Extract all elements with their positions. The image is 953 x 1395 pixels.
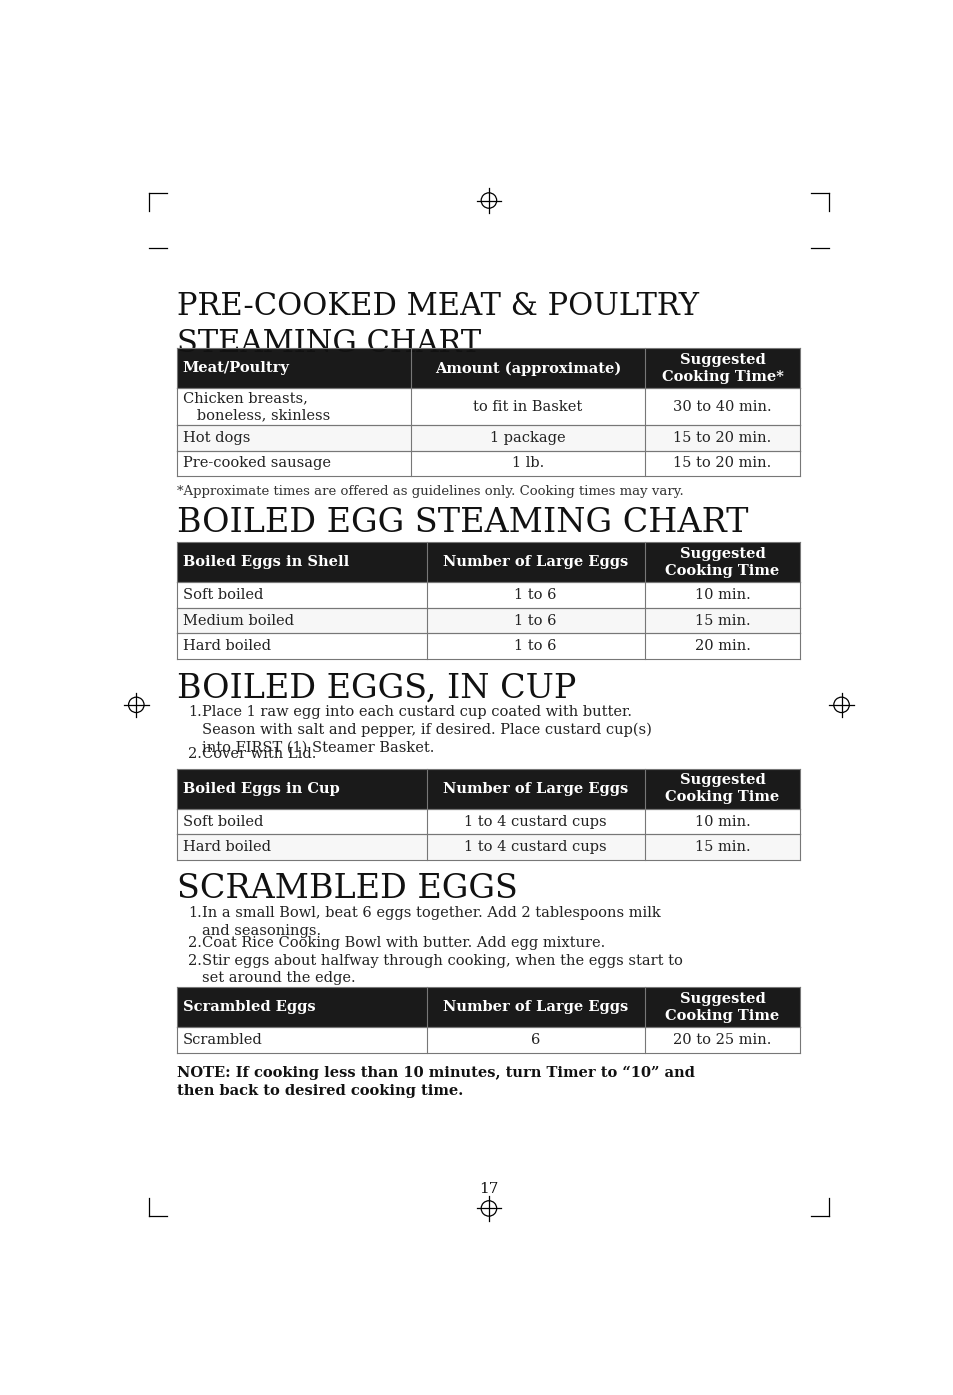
Text: Number of Large Eggs: Number of Large Eggs xyxy=(442,781,628,795)
Text: 20 to 25 min.: 20 to 25 min. xyxy=(673,1034,771,1048)
Text: Suggested
Cooking Time*: Suggested Cooking Time* xyxy=(661,353,782,384)
Bar xyxy=(177,425,800,451)
Text: *Approximate times are offered as guidelines only. Cooking times may vary.: *Approximate times are offered as guidel… xyxy=(177,485,683,498)
Text: Cover with Lid.: Cover with Lid. xyxy=(202,748,316,762)
Text: 10 min.: 10 min. xyxy=(694,589,750,603)
Text: Soft boiled: Soft boiled xyxy=(183,589,263,603)
Text: Number of Large Eggs: Number of Large Eggs xyxy=(442,1000,628,1014)
Text: 1.: 1. xyxy=(188,905,202,919)
Text: Medium boiled: Medium boiled xyxy=(183,614,294,628)
Bar xyxy=(177,1028,800,1053)
Bar xyxy=(177,388,800,425)
Text: Scrambled Eggs: Scrambled Eggs xyxy=(183,1000,315,1014)
Text: Meat/Poultry: Meat/Poultry xyxy=(183,361,290,375)
Text: Hard boiled: Hard boiled xyxy=(183,639,271,653)
Bar xyxy=(177,988,800,1028)
Text: 1 to 4 custard cups: 1 to 4 custard cups xyxy=(464,840,606,854)
Text: PRE-COOKED MEAT & POULTRY
STEAMING CHART: PRE-COOKED MEAT & POULTRY STEAMING CHART xyxy=(177,290,699,359)
Text: 1 to 4 custard cups: 1 to 4 custard cups xyxy=(464,815,606,829)
Bar xyxy=(177,543,800,583)
Text: 1 to 6: 1 to 6 xyxy=(514,614,557,628)
Text: Hard boiled: Hard boiled xyxy=(183,840,271,854)
Text: BOILED EGGS, IN CUP: BOILED EGGS, IN CUP xyxy=(177,672,577,704)
Text: 15 min.: 15 min. xyxy=(694,840,750,854)
Text: Coat Rice Cooking Bowl with butter. Add egg mixture.: Coat Rice Cooking Bowl with butter. Add … xyxy=(202,936,605,950)
Text: Amount (approximate): Amount (approximate) xyxy=(435,361,620,375)
Text: to fit in Basket: to fit in Basket xyxy=(473,400,582,414)
Text: 15 to 20 min.: 15 to 20 min. xyxy=(673,456,771,470)
Text: BOILED EGG STEAMING CHART: BOILED EGG STEAMING CHART xyxy=(177,506,748,538)
Text: 15 to 20 min.: 15 to 20 min. xyxy=(673,431,771,445)
Text: Scrambled: Scrambled xyxy=(183,1034,262,1048)
Text: Suggested
Cooking Time: Suggested Cooking Time xyxy=(665,773,779,805)
Text: NOTE: If cooking less than 10 minutes, turn Timer to “10” and
then back to desir: NOTE: If cooking less than 10 minutes, t… xyxy=(177,1066,695,1098)
Text: Soft boiled: Soft boiled xyxy=(183,815,263,829)
Text: 1 lb.: 1 lb. xyxy=(511,456,543,470)
Text: Suggested
Cooking Time: Suggested Cooking Time xyxy=(665,992,779,1023)
Text: 2.: 2. xyxy=(188,748,202,762)
Text: 1.: 1. xyxy=(188,704,202,718)
Text: 6: 6 xyxy=(531,1034,539,1048)
Text: 1 package: 1 package xyxy=(490,431,565,445)
Bar xyxy=(177,834,800,859)
Text: 30 to 40 min.: 30 to 40 min. xyxy=(673,400,771,414)
Text: SCRAMBLED EGGS: SCRAMBLED EGGS xyxy=(177,873,517,905)
Text: Pre-cooked sausage: Pre-cooked sausage xyxy=(183,456,331,470)
Text: Number of Large Eggs: Number of Large Eggs xyxy=(442,555,628,569)
Bar xyxy=(177,608,800,633)
Text: Chicken breasts,
   boneless, skinless: Chicken breasts, boneless, skinless xyxy=(183,391,330,423)
Text: Boiled Eggs in Shell: Boiled Eggs in Shell xyxy=(183,555,349,569)
Text: 1 to 6: 1 to 6 xyxy=(514,639,557,653)
Text: Stir eggs about halfway through cooking, when the eggs start to
set around the e: Stir eggs about halfway through cooking,… xyxy=(202,954,682,985)
Bar xyxy=(177,451,800,476)
Bar xyxy=(177,583,800,608)
Text: 17: 17 xyxy=(478,1182,498,1196)
Text: 10 min.: 10 min. xyxy=(694,815,750,829)
Bar xyxy=(177,633,800,658)
Text: Suggested
Cooking Time: Suggested Cooking Time xyxy=(665,547,779,578)
Text: Hot dogs: Hot dogs xyxy=(183,431,250,445)
Text: Boiled Eggs in Cup: Boiled Eggs in Cup xyxy=(183,781,339,795)
Text: 2.: 2. xyxy=(188,936,202,950)
Bar xyxy=(177,809,800,834)
Text: 2.: 2. xyxy=(188,954,202,968)
Text: In a small Bowl, beat 6 eggs together. Add 2 tablespoons milk
and seasonings.: In a small Bowl, beat 6 eggs together. A… xyxy=(202,905,660,937)
Text: 15 min.: 15 min. xyxy=(694,614,750,628)
Bar xyxy=(177,349,800,388)
Text: 20 min.: 20 min. xyxy=(694,639,750,653)
Text: Place 1 raw egg into each custard cup coated with butter.
Season with salt and p: Place 1 raw egg into each custard cup co… xyxy=(202,704,651,755)
Bar xyxy=(177,769,800,809)
Text: 1 to 6: 1 to 6 xyxy=(514,589,557,603)
